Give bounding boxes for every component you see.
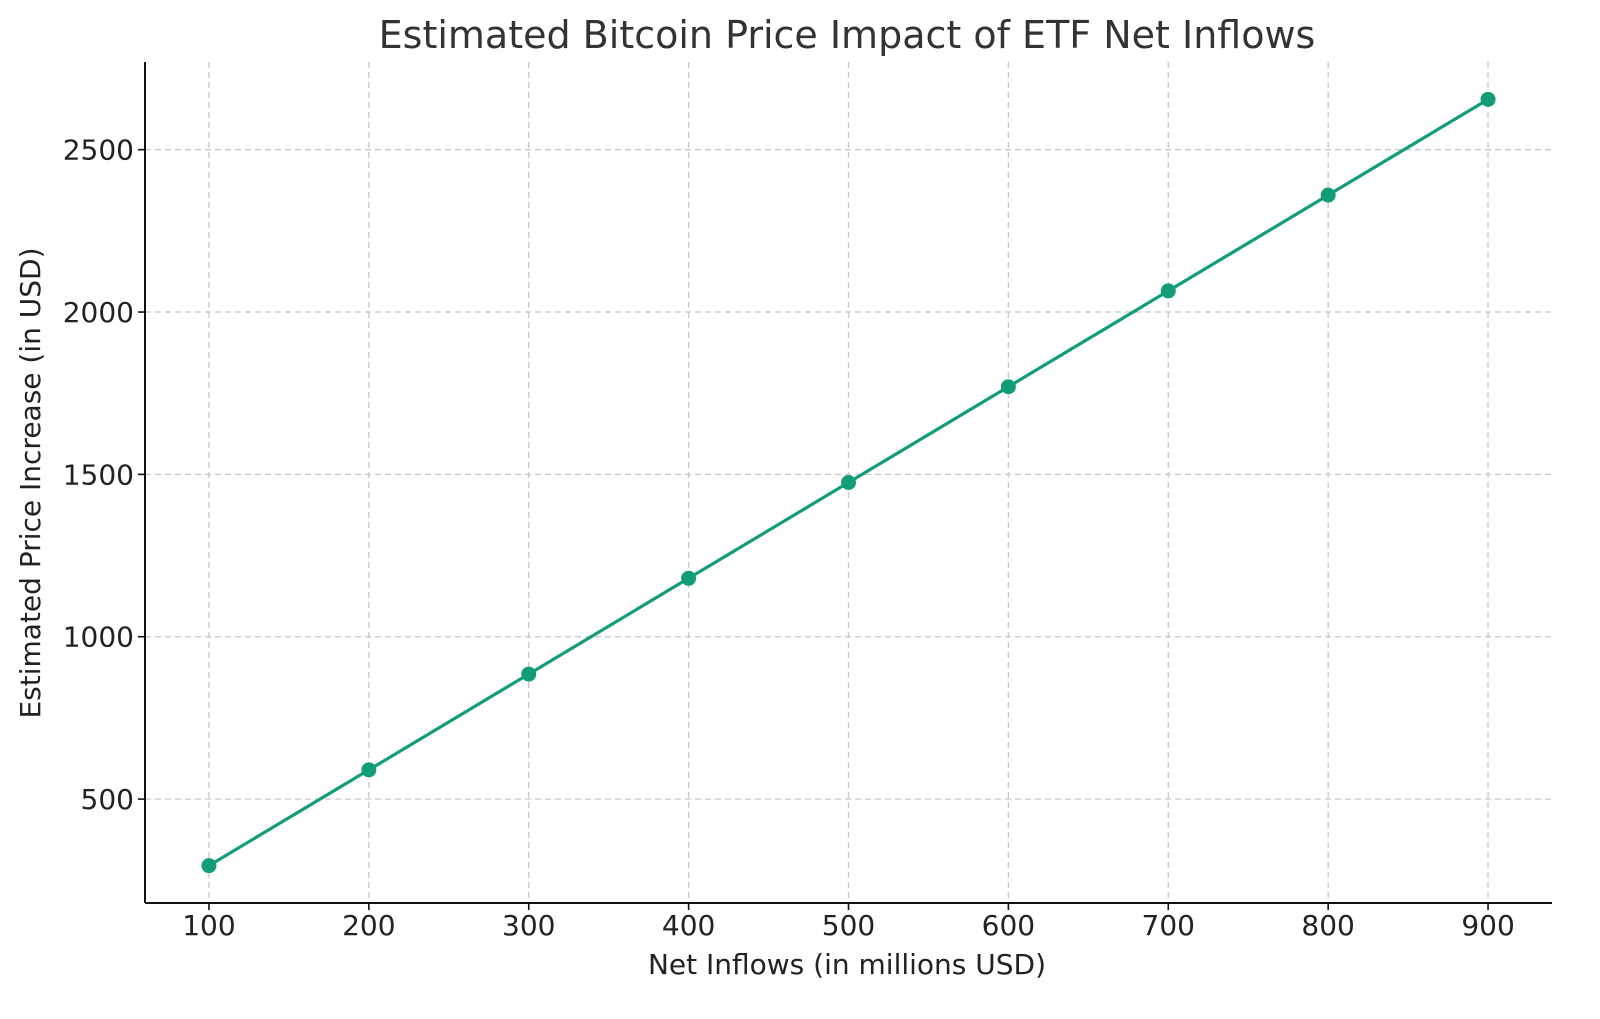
x-tick-label: 500 [822, 909, 875, 942]
y-axis-label: Estimated Price Increase (in USD) [14, 247, 47, 718]
grid [145, 62, 1552, 903]
data-point [201, 858, 217, 874]
x-tick-label: 300 [502, 909, 555, 942]
x-tick-label: 100 [182, 909, 235, 942]
data-point [1480, 91, 1496, 107]
y-tick-label: 500 [81, 783, 134, 816]
axes [138, 62, 1552, 910]
y-tick-label: 1500 [63, 458, 134, 491]
data-point [1160, 283, 1176, 299]
data-point [1320, 187, 1336, 203]
y-tick-label: 2000 [63, 296, 134, 329]
tick-labels: 100 200 300 400 500 600 700 800 900 500 1000 1500 20… [63, 134, 1515, 942]
data-point [361, 762, 377, 778]
x-tick-label: 800 [1301, 909, 1354, 942]
data-point [521, 666, 537, 682]
x-tick-label: 900 [1461, 909, 1514, 942]
y-tick-label: 1000 [63, 621, 134, 654]
x-tick-label: 400 [662, 909, 715, 942]
x-tick-label: 200 [342, 909, 395, 942]
series [201, 91, 1496, 874]
y-tick-label: 2500 [63, 134, 134, 167]
data-point [1000, 379, 1016, 395]
chart-title: Estimated Bitcoin Price Impact of ETF Ne… [379, 13, 1316, 57]
x-tick-label: 600 [982, 909, 1035, 942]
x-tick-label: 700 [1142, 909, 1195, 942]
x-axis-label: Net Inflows (in millions USD) [648, 948, 1046, 981]
data-point [841, 475, 856, 490]
data-point [681, 570, 697, 586]
